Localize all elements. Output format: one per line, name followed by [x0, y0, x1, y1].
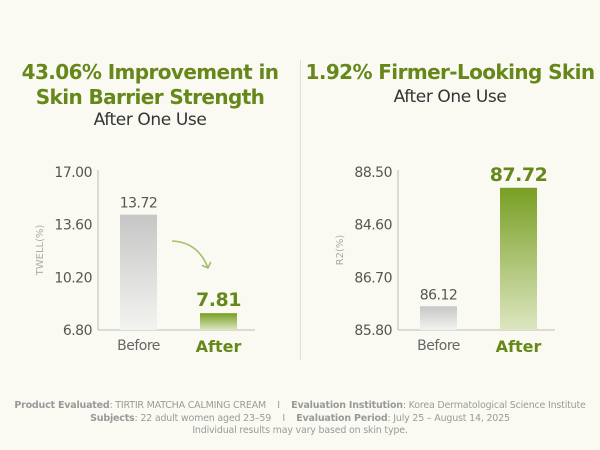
decrease-arrow-icon — [171, 240, 208, 268]
bar-before — [120, 214, 157, 330]
institution-label: Evaluation Institution — [291, 400, 403, 411]
bar-after — [200, 313, 237, 330]
value-label-after: 87.72 — [490, 164, 548, 186]
y-tick-label: 17.00 — [54, 165, 92, 181]
left-title-line1: 43.06% Improvement in — [21, 60, 279, 84]
value-label-before: 86.12 — [420, 287, 458, 303]
left-title-line2: Skin Barrier Strength — [35, 85, 265, 109]
bar-before — [420, 306, 457, 330]
value-label-before: 13.72 — [120, 196, 158, 212]
category-label-after: After — [196, 337, 242, 356]
y-axis-label: TWELL(%) — [35, 225, 46, 277]
footer-disclaimer: Individual results may vary based on ski… — [192, 425, 408, 436]
y-tick-label: 6.80 — [63, 323, 92, 339]
y-tick-label: 13.60 — [54, 218, 92, 234]
subjects-value: : 22 adult women aged 23–59 — [134, 413, 272, 424]
right-title: 1.92% Firmer-Looking Skin — [305, 60, 596, 84]
product-value: : TIRTIR MATCHA CALMING CREAM — [109, 400, 266, 411]
product-label: Product Evaluated — [14, 400, 110, 411]
left-subtitle: After One Use — [93, 110, 207, 130]
y-tick-label: 84.60 — [354, 218, 392, 234]
period-label: Evaluation Period — [296, 413, 388, 424]
right-subtitle: After One Use — [393, 87, 507, 107]
y-tick-label: 85.80 — [354, 323, 392, 339]
category-label-after: After — [496, 337, 542, 356]
divider — [300, 60, 301, 360]
footer-line2: Subjects: 22 adult women aged 23–59 I Ev… — [0, 413, 600, 424]
category-label-before: Before — [417, 338, 460, 354]
y-tick-label: 86.70 — [354, 270, 392, 286]
subjects-label: Subjects — [90, 413, 135, 424]
bar-after — [500, 187, 537, 330]
institution-value: : Korea Dermatological Science Institute — [402, 400, 586, 411]
category-label-before: Before — [117, 338, 160, 354]
separator: I — [277, 400, 280, 411]
y-tick-label: 88.50 — [354, 165, 392, 181]
y-tick-label: 10.20 — [54, 270, 92, 286]
value-label-after: 7.81 — [196, 289, 241, 311]
footer-line1: Product Evaluated: TIRTIR MATCHA CALMING… — [0, 400, 600, 411]
y-axis-label: R2(%) — [335, 235, 346, 266]
period-value: : July 25 – August 14, 2025 — [387, 413, 510, 424]
separator: I — [282, 413, 285, 424]
